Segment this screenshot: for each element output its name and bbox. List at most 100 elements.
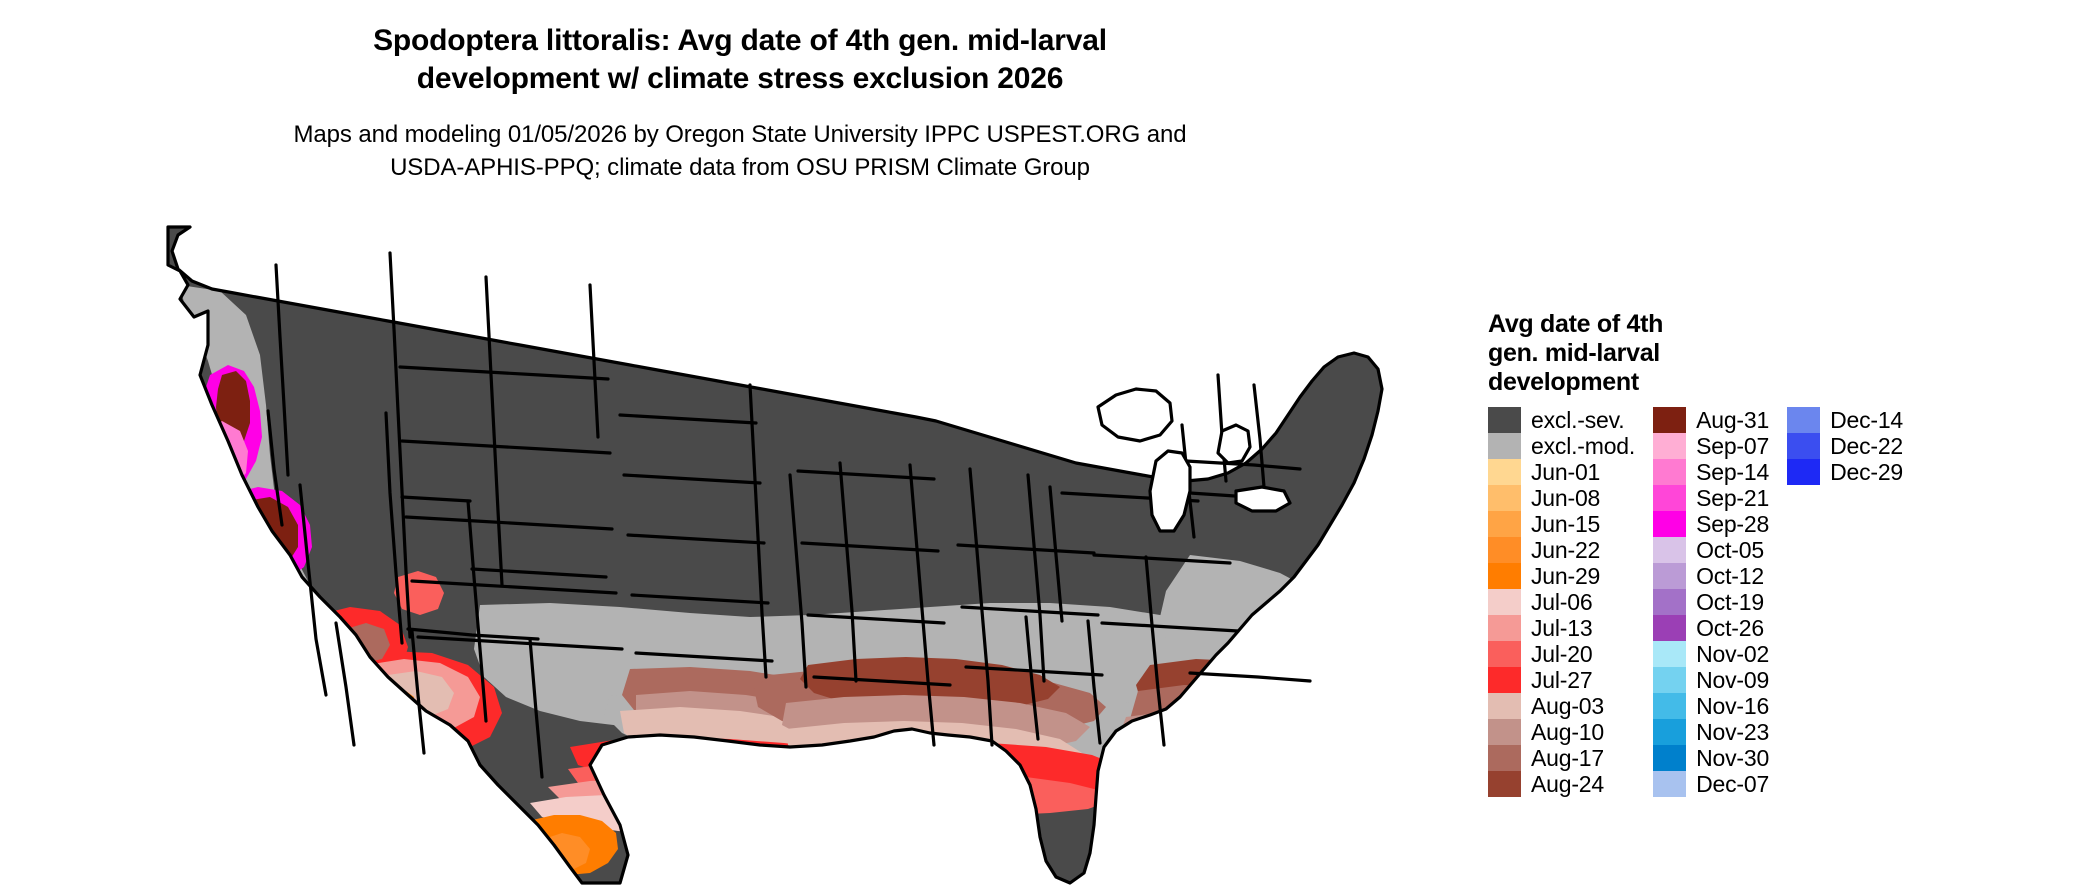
legend-swatch — [1787, 459, 1821, 485]
legend-swatch — [1488, 745, 1521, 771]
legend-label: Nov-09 — [1696, 667, 1770, 693]
legend-column-1: excl.-sev. excl.-mod. Jun-01 Jun-08 Jun-… — [1488, 407, 1635, 797]
legend-swatch — [1787, 433, 1821, 459]
border-al-ga — [1086, 619, 1102, 745]
legend-label: Oct-12 — [1696, 563, 1764, 589]
lake-superior — [1096, 387, 1174, 443]
border-ky-tn — [956, 543, 1096, 555]
legend-swatch — [1653, 615, 1687, 641]
legend-swatch — [1787, 407, 1821, 433]
legend-label: Aug-24 — [1531, 771, 1604, 797]
legend-swatch — [1488, 537, 1521, 563]
border-wy-co — [400, 439, 612, 455]
legend-swatch — [1488, 511, 1521, 537]
border-pa-md — [1048, 485, 1064, 623]
border-ca-nv — [298, 483, 328, 697]
legend-label: Sep-07 — [1696, 433, 1770, 459]
page-title-line-2: development w/ climate stress exclusion … — [416, 62, 1064, 95]
legend-label: Oct-05 — [1696, 537, 1764, 563]
legend-label: Jul-27 — [1531, 667, 1593, 693]
border-oh-pa — [1026, 473, 1046, 683]
legend-label: Nov-02 — [1696, 641, 1770, 667]
legend-label: Dec-07 — [1696, 771, 1770, 797]
legend-label: Aug-03 — [1531, 693, 1604, 719]
border-id-wy — [384, 411, 404, 645]
legend-swatch — [1488, 485, 1521, 511]
legend-label-stack-3: Dec-14 Dec-22 Dec-29 — [1830, 407, 1903, 485]
border-wa-id — [274, 263, 290, 477]
page-subtitle-line-1: Maps and modeling 01/05/2026 by Oregon S… — [293, 121, 1187, 148]
border-az-nm — [410, 629, 426, 755]
legend-title-line-2: gen. mid-larval — [1488, 339, 1660, 367]
legend-label: Dec-14 — [1830, 407, 1904, 433]
legend-label: Oct-26 — [1696, 615, 1764, 641]
legend-swatch — [1488, 771, 1521, 797]
legend-swatch-stack-3 — [1787, 407, 1821, 485]
page-subtitle-line-2: USDA-APHIS-PPQ; climate data from OSU PR… — [390, 154, 1090, 181]
page-subtitle: Maps and modeling 01/05/2026 by Oregon S… — [0, 118, 1480, 184]
legend-swatch — [1488, 667, 1521, 693]
border-ok-tx2 — [634, 651, 774, 663]
legend-swatch — [1653, 693, 1687, 719]
border-tn-ms-al — [960, 605, 1100, 617]
border-ms-al — [1024, 615, 1040, 741]
legend-label: Aug-31 — [1696, 407, 1770, 433]
legend-label: Nov-16 — [1696, 693, 1770, 719]
legend-column-2: Aug-31 Sep-07 Sep-14 Sep-21 Sep-28 Oct-0… — [1653, 407, 1769, 797]
border-az-ut — [406, 627, 540, 641]
legend-swatch — [1653, 485, 1687, 511]
legend-label: Nov-23 — [1696, 719, 1770, 745]
border-nm-tx — [528, 637, 544, 779]
legend-swatch — [1488, 433, 1521, 459]
legend-swatch — [1488, 459, 1521, 485]
legend-swatch — [1488, 589, 1521, 615]
border-co-ok — [404, 515, 614, 531]
legend-swatch — [1488, 693, 1521, 719]
legend-label: Jul-06 — [1531, 589, 1593, 615]
map-borders — [166, 225, 1384, 885]
border-or-id — [266, 409, 284, 527]
legend-label: Nov-30 — [1696, 745, 1770, 771]
border-ks-ok — [410, 579, 618, 595]
title-block: Spodoptera littoralis: Avg date of 4th g… — [0, 0, 1480, 184]
border-va-nc — [1092, 553, 1232, 565]
border-sc-ga — [1188, 671, 1312, 683]
legend-swatch — [1653, 459, 1687, 485]
legend-swatch — [1653, 641, 1687, 667]
legend-label: Jun-15 — [1531, 511, 1601, 537]
legend-swatch — [1488, 407, 1521, 433]
legend-swatch — [1653, 433, 1687, 459]
legend-label: Sep-21 — [1696, 485, 1770, 511]
legend-swatch — [1653, 745, 1687, 771]
legend-label: Dec-22 — [1830, 433, 1904, 459]
legend-swatch-stack-1 — [1488, 407, 1521, 797]
legend-swatch — [1653, 589, 1687, 615]
border-ma-ct — [1184, 459, 1302, 471]
page-title: Spodoptera littoralis: Avg date of 4th g… — [0, 22, 1480, 98]
lake-michigan — [1148, 449, 1192, 533]
legend-columns: excl.-sev. excl.-mod. Jun-01 Jun-08 Jun-… — [1488, 407, 2088, 797]
border-ca-az — [334, 621, 356, 747]
conus-outline — [166, 225, 1384, 885]
legend-swatch — [1653, 511, 1687, 537]
legend-label: Jul-13 — [1531, 615, 1593, 641]
border-ok-tx — [416, 635, 624, 651]
legend-label: Aug-10 — [1531, 719, 1604, 745]
legend-swatch — [1488, 615, 1521, 641]
map-canvas — [150, 225, 1470, 885]
border-ut-wy — [400, 495, 472, 503]
border-ia-mo — [800, 541, 940, 553]
legend-column-3: Dec-14 Dec-22 Dec-29 — [1787, 407, 1903, 485]
legend-label: Oct-19 — [1696, 589, 1764, 615]
border-ks-ok2 — [630, 593, 770, 605]
lake-erie — [1234, 485, 1292, 513]
legend-swatch — [1653, 407, 1687, 433]
legend-swatch — [1653, 537, 1687, 563]
legend-swatch — [1653, 667, 1687, 693]
legend-swatch — [1488, 719, 1521, 745]
border-in-oh — [968, 467, 994, 747]
legend-label: excl.-mod. — [1531, 433, 1636, 459]
legend-label: Jun-22 — [1531, 537, 1601, 563]
legend-label: Jun-01 — [1531, 459, 1601, 485]
